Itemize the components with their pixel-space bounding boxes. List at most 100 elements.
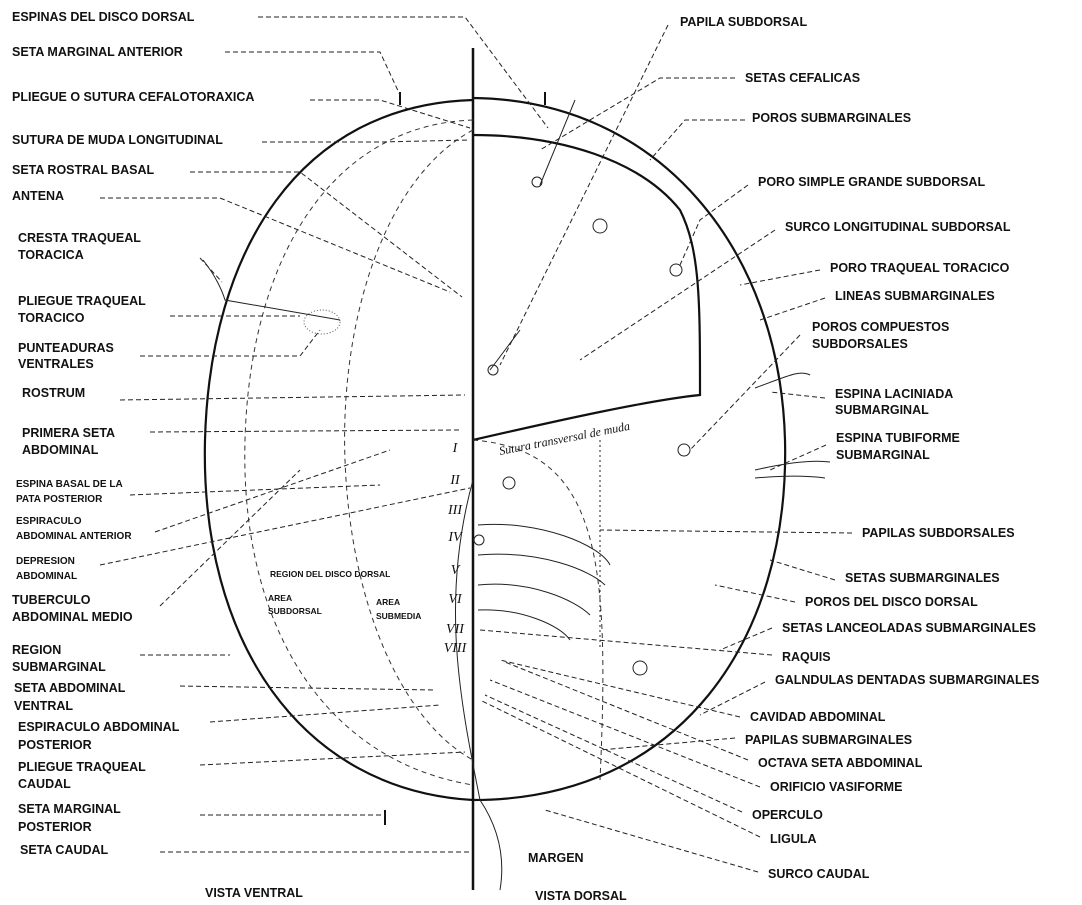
leader-line — [130, 485, 380, 495]
label: SUTURA DE MUDA LONGITUDINAL — [12, 133, 223, 147]
region-label: AREA — [376, 597, 400, 607]
segment-number: VI — [448, 592, 463, 607]
leader-line — [200, 258, 222, 282]
leader-line — [210, 705, 440, 722]
label: SURCO CAUDAL — [768, 867, 870, 881]
leader-line — [760, 298, 825, 320]
leader-line — [190, 172, 462, 297]
leader-line — [650, 120, 745, 160]
leader-line — [600, 530, 852, 533]
label: PATA POSTERIOR — [16, 494, 103, 505]
label: SETA ABDOMINAL — [14, 681, 126, 695]
label: ROSTRUM — [22, 386, 85, 400]
label: SETA CAUDAL — [20, 843, 109, 857]
label: OCTAVA SETA ABDOMINAL — [758, 756, 923, 770]
label: ABDOMINAL MEDIO — [12, 610, 133, 624]
leader-line — [505, 662, 748, 760]
label: PORO SIMPLE GRANDE SUBDORSAL — [758, 175, 985, 189]
label: DEPRESION — [16, 556, 75, 567]
leader-line — [140, 330, 320, 356]
label: POSTERIOR — [18, 820, 92, 834]
leader-line — [200, 752, 465, 765]
label: ESPINAS DEL DISCO DORSAL — [12, 10, 195, 24]
label: PLIEGUE TRAQUEAL — [18, 760, 146, 774]
leader-line — [715, 585, 795, 602]
leader-line — [155, 450, 390, 532]
leader-line — [160, 470, 300, 606]
label: PRIMERA SETA — [22, 426, 115, 440]
segment-number: III — [447, 503, 463, 518]
region-label: SUBMEDIA — [376, 611, 421, 621]
label: PAPILA SUBDORSAL — [680, 15, 807, 29]
label: SETA MARGINAL — [18, 802, 121, 816]
leader-line — [120, 395, 465, 400]
leader-line — [770, 445, 826, 470]
label: ORIFICIO VASIFORME — [770, 780, 902, 794]
leader-line — [770, 392, 825, 398]
leader-line — [100, 488, 470, 565]
label: TUBERCULO — [12, 593, 91, 607]
region-label: AREA — [268, 593, 292, 603]
label: ABDOMINAL — [16, 571, 77, 582]
label: PLIEGUE TRAQUEAL — [18, 294, 146, 308]
leader-line — [480, 700, 760, 837]
label: RAQUIS — [782, 650, 831, 664]
label: PAPILAS SUBDORSALES — [862, 526, 1015, 540]
label: SUBMARGINAL — [835, 403, 929, 417]
label: GALNDULAS DENTADAS SUBMARGINALES — [775, 673, 1039, 687]
label: CRESTA TRAQUEAL — [18, 231, 141, 245]
label: SUBMARGINAL — [12, 660, 106, 674]
leader-line — [490, 680, 760, 787]
body-drawing — [203, 48, 830, 890]
diagram: ESPINAS DEL DISCO DORSAL SETA MARGINAL AN… — [0, 0, 1082, 905]
label: ABDOMINAL ANTERIOR — [16, 531, 132, 542]
label: POROS DEL DISCO DORSAL — [805, 595, 978, 609]
label: ESPIRACULO ABDOMINAL — [18, 720, 180, 734]
label: LIGULA — [770, 832, 817, 846]
label: PUNTEADURAS — [18, 341, 114, 355]
label: SURCO LONGITUDINAL SUBDORSAL — [785, 220, 1011, 234]
region-label: SUBDORSAL — [268, 606, 322, 616]
leader-line — [600, 738, 735, 750]
label: TORACICA — [18, 248, 84, 262]
footer-label: VISTA VENTRAL — [205, 886, 303, 900]
label: CAUDAL — [18, 777, 71, 791]
leader-line — [770, 560, 835, 580]
label: TORACICO — [18, 311, 85, 325]
leader-line — [180, 686, 435, 690]
leader-line — [740, 270, 820, 285]
footer-label: MARGEN — [528, 851, 584, 865]
leader-line — [690, 335, 800, 450]
region-label: REGION DEL DISCO DORSAL — [270, 569, 390, 579]
label: ABDOMINAL — [22, 443, 99, 457]
footer-label: VISTA DORSAL — [535, 889, 627, 903]
label: OPERCULO — [752, 808, 823, 822]
segment-number: I — [452, 441, 459, 456]
segment-number: II — [449, 473, 461, 488]
leader-line — [262, 140, 470, 142]
label: ESPINA LACINIADA — [835, 387, 953, 401]
segment-number: VII — [446, 622, 465, 637]
label: SETAS CEFALICAS — [745, 71, 860, 85]
label: ANTENA — [12, 189, 64, 203]
label: VENTRALES — [18, 357, 94, 371]
leader-line — [150, 430, 460, 432]
leader-line — [720, 628, 772, 650]
label: PORO TRAQUEAL TORACICO — [830, 261, 1010, 275]
leader-line — [480, 630, 772, 655]
leader-line — [580, 230, 775, 360]
label: POROS COMPUESTOS — [812, 320, 949, 334]
label: PAPILAS SUBMARGINALES — [745, 733, 912, 747]
label: SETAS LANCEOLADAS SUBMARGINALES — [782, 621, 1036, 635]
leader-line — [680, 185, 748, 265]
label: LINEAS SUBMARGINALES — [835, 289, 995, 303]
leader-line — [485, 695, 742, 812]
leader-line — [100, 198, 450, 292]
label: SUBMARGINAL — [836, 448, 930, 462]
label: POROS SUBMARGINALES — [752, 111, 911, 125]
label: SETA MARGINAL ANTERIOR — [12, 45, 183, 59]
label: SUBDORSALES — [812, 337, 908, 351]
label: CAVIDAD ABDOMINAL — [750, 710, 886, 724]
label: PLIEGUE O SUTURA CEFALOTORAXICA — [12, 90, 254, 104]
label: ESPINA BASAL DE LA — [16, 479, 123, 490]
